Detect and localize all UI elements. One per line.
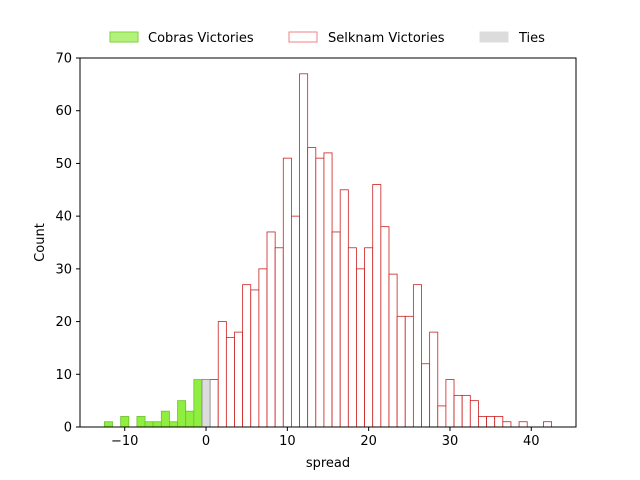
bar-selknam-victories (315, 157, 325, 428)
x-tick-label: 0 (202, 434, 210, 449)
y-axis-label: Count (33, 223, 48, 262)
bar-selknam-victories (250, 289, 260, 428)
bar-cobras-victories (177, 400, 187, 428)
x-tick-label: 40 (523, 434, 540, 449)
bar-selknam-victories (502, 421, 512, 428)
bar-selknam-victories (445, 379, 455, 428)
bar-selknam-victories (209, 379, 219, 428)
bar-selknam-victories (217, 321, 227, 428)
bar-selknam-victories (478, 416, 487, 428)
y-tick-label: 70 (55, 52, 72, 67)
bar-selknam-victories (421, 363, 431, 428)
bar-selknam-victories (404, 315, 414, 428)
bar-cobras-victories (152, 421, 162, 428)
bar-selknam-victories (307, 147, 317, 428)
bar-cobras-victories (185, 410, 195, 428)
bar-cobras-victories (169, 421, 178, 428)
legend-swatch (288, 31, 318, 43)
legend-label: Cobras Victories (148, 31, 254, 46)
bar-cobras-victories (144, 421, 154, 428)
x-axis: −10 0 10 20 30 40 (111, 427, 540, 449)
bar-selknam-victories (234, 331, 244, 428)
histogram-bars (103, 73, 553, 428)
bar-selknam-victories (274, 247, 284, 428)
bar-selknam-victories (282, 157, 292, 428)
legend: Cobras Victories Selknam Victories Ties (109, 31, 545, 46)
x-axis-label: spread (306, 456, 350, 471)
bar-selknam-victories (323, 152, 333, 428)
plot-frame (79, 57, 577, 428)
bar-selknam-victories (429, 331, 439, 428)
y-tick-label: 20 (55, 315, 72, 330)
bar-selknam-victories (388, 273, 398, 428)
bar-cobras-victories (160, 410, 170, 428)
bar-selknam-victories (494, 416, 504, 428)
bar-selknam-victories (299, 73, 309, 428)
bar-selknam-victories (412, 284, 422, 428)
legend-label: Ties (518, 31, 545, 46)
x-tick-label: 10 (279, 434, 296, 449)
bar-selknam-victories (258, 268, 268, 428)
bar-selknam-victories (242, 284, 252, 428)
bar-cobras-victories (136, 416, 146, 428)
bar-selknam-victories (339, 189, 349, 428)
bar-selknam-victories (461, 394, 471, 428)
bar-ties (201, 379, 211, 428)
bar-selknam-victories (469, 400, 479, 428)
legend-swatch (109, 31, 139, 43)
x-tick-label: 20 (360, 434, 377, 449)
bar-selknam-victories (364, 247, 374, 428)
bar-selknam-victories (396, 315, 406, 428)
bar-selknam-victories (347, 247, 357, 428)
y-axis: 0 10 20 30 40 50 60 70 (55, 52, 80, 436)
bar-selknam-victories (543, 421, 553, 428)
bar-cobras-victories (193, 379, 203, 428)
legend-swatch (479, 31, 509, 43)
bar-selknam-victories (437, 405, 447, 428)
y-tick-label: 60 (55, 104, 72, 119)
bar-selknam-victories (380, 226, 390, 428)
bar-cobras-victories (103, 421, 113, 428)
bar-selknam-victories (372, 184, 382, 428)
bar-selknam-victories (356, 268, 365, 428)
y-tick-label: 40 (55, 210, 72, 225)
bar-selknam-victories (291, 215, 300, 428)
y-tick-label: 10 (55, 368, 72, 383)
y-tick-label: 50 (55, 157, 72, 172)
bar-selknam-victories (453, 394, 463, 428)
x-tick-label: 30 (442, 434, 459, 449)
bar-cobras-victories (120, 416, 130, 428)
bar-selknam-victories (518, 421, 528, 428)
bar-selknam-victories (331, 231, 341, 428)
y-tick-label: 30 (55, 262, 72, 277)
y-tick-label: 0 (64, 421, 72, 436)
bar-selknam-victories (266, 231, 276, 428)
bar-selknam-victories (486, 416, 496, 428)
legend-label: Selknam Victories (328, 31, 445, 46)
x-tick-label: −10 (111, 434, 138, 449)
bar-selknam-victories (225, 336, 235, 428)
